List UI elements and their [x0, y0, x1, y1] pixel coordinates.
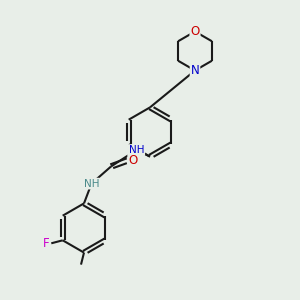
Text: NH: NH: [84, 178, 99, 189]
Text: O: O: [190, 25, 200, 38]
Text: F: F: [43, 237, 50, 250]
Text: N: N: [190, 64, 200, 77]
Text: O: O: [128, 154, 137, 167]
Text: NH: NH: [129, 145, 144, 155]
